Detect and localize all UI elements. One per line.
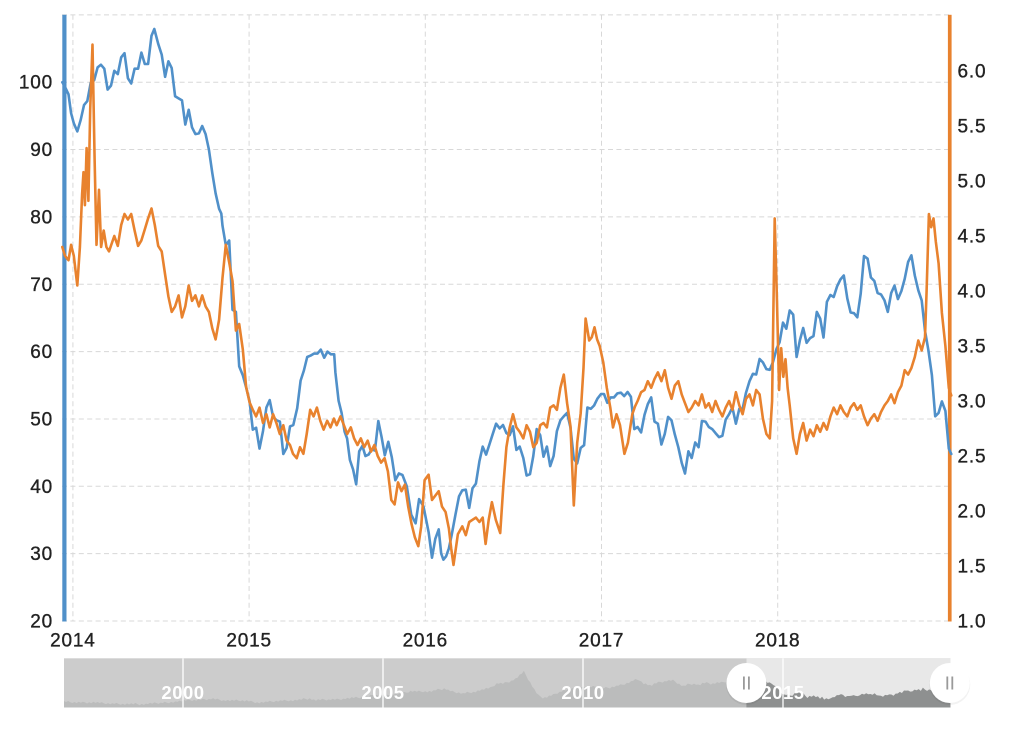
svg-text:1.0: 1.0: [958, 612, 987, 633]
svg-text:80: 80: [30, 207, 53, 228]
svg-text:50: 50: [30, 410, 53, 431]
svg-text:2015: 2015: [761, 682, 804, 703]
svg-text:6.0: 6.0: [958, 62, 987, 83]
svg-text:20: 20: [30, 612, 53, 633]
svg-text:70: 70: [30, 275, 53, 296]
svg-text:3.0: 3.0: [958, 392, 987, 413]
svg-text:2016: 2016: [403, 631, 448, 652]
svg-text:2017: 2017: [579, 631, 624, 652]
svg-text:40: 40: [30, 477, 53, 498]
svg-text:2005: 2005: [361, 682, 404, 703]
svg-text:4.5: 4.5: [958, 227, 987, 248]
svg-text:2018: 2018: [755, 631, 800, 652]
svg-text:2014: 2014: [50, 631, 95, 652]
svg-text:4.0: 4.0: [958, 282, 987, 303]
svg-text:2000: 2000: [161, 682, 204, 703]
svg-text:2.5: 2.5: [958, 447, 987, 468]
svg-text:30: 30: [30, 544, 53, 565]
svg-text:2010: 2010: [561, 682, 604, 703]
svg-text:3.5: 3.5: [958, 337, 987, 358]
svg-text:5.0: 5.0: [958, 172, 987, 193]
svg-text:60: 60: [30, 342, 53, 363]
svg-text:5.5: 5.5: [958, 117, 987, 138]
svg-text:2.0: 2.0: [958, 502, 987, 523]
svg-text:90: 90: [30, 140, 53, 161]
svg-text:2015: 2015: [226, 631, 271, 652]
svg-text:1.5: 1.5: [958, 557, 987, 578]
svg-text:100: 100: [19, 73, 53, 94]
